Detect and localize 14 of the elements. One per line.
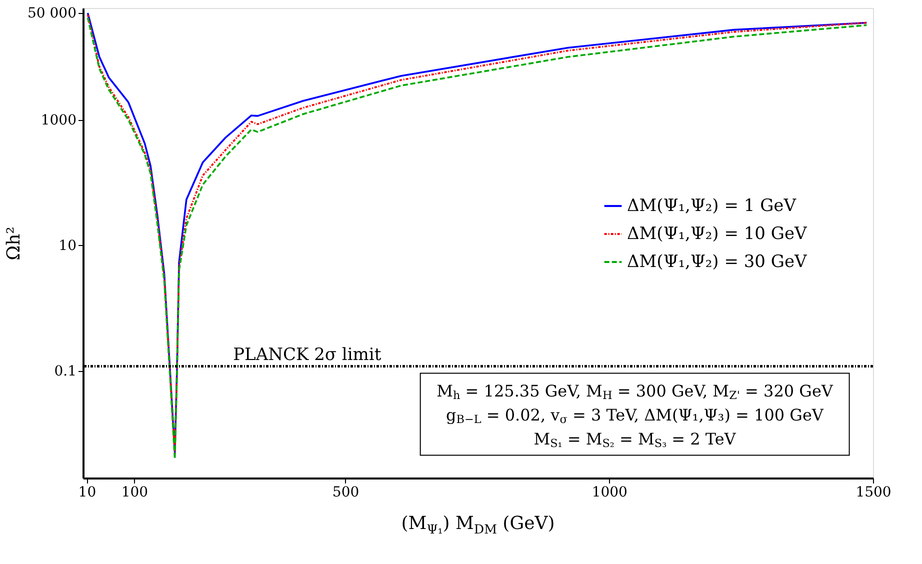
x-tick-label: 500: [332, 484, 360, 500]
y-tick-label: 50 000: [28, 5, 76, 22]
x-tick-label: 1000: [592, 484, 628, 500]
y-tick-label: 1000: [40, 112, 76, 128]
y-tick-label: 10: [58, 238, 76, 254]
legend-label: ΔM(Ψ₁,Ψ₂) = 10 GeV: [627, 224, 808, 244]
legend-label: ΔM(Ψ₁,Ψ₂) = 1 GeV: [627, 196, 797, 216]
y-axis-title: Ωh²: [4, 226, 25, 260]
x-tick-label: 100: [121, 484, 148, 500]
x-tick-label: 1500: [856, 484, 892, 500]
legend-label: ΔM(Ψ₁,Ψ₂) = 30 GeV: [627, 252, 808, 272]
x-tick-label: 10: [78, 484, 96, 500]
y-tick-label: 0.1: [54, 364, 76, 380]
ref-line-label: PLANCK 2σ limit: [233, 345, 382, 366]
